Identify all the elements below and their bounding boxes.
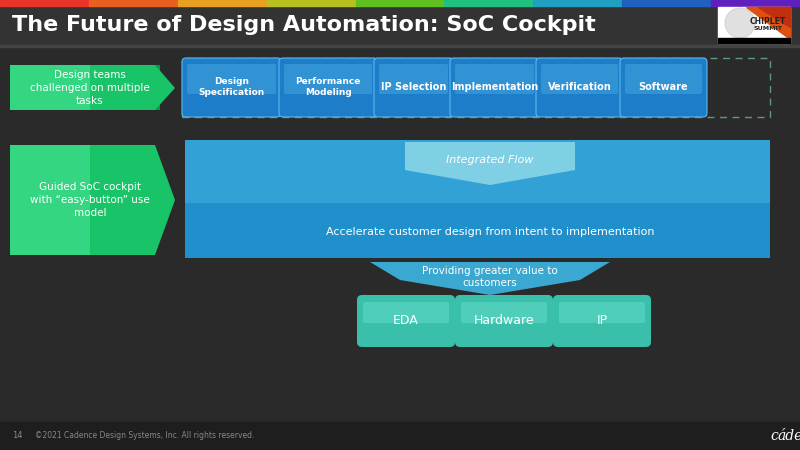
Text: Design
Specification: Design Specification bbox=[198, 77, 265, 97]
Polygon shape bbox=[100, 65, 105, 110]
Polygon shape bbox=[55, 65, 60, 110]
Polygon shape bbox=[90, 65, 95, 110]
Polygon shape bbox=[155, 65, 160, 110]
Polygon shape bbox=[10, 65, 90, 110]
Text: Integrated Flow: Integrated Flow bbox=[446, 155, 534, 165]
Text: Software: Software bbox=[638, 82, 688, 92]
Polygon shape bbox=[135, 65, 140, 110]
Text: Guided SoC cockpit
with “easy-button” use
model: Guided SoC cockpit with “easy-button” us… bbox=[30, 182, 150, 218]
FancyBboxPatch shape bbox=[374, 58, 453, 117]
FancyBboxPatch shape bbox=[541, 64, 618, 94]
Polygon shape bbox=[70, 65, 75, 110]
Polygon shape bbox=[145, 65, 150, 110]
Polygon shape bbox=[746, 7, 790, 39]
Polygon shape bbox=[60, 65, 65, 110]
Polygon shape bbox=[50, 65, 55, 110]
Polygon shape bbox=[65, 65, 70, 110]
Text: ·: · bbox=[780, 424, 782, 433]
Bar bbox=[0, 0, 89, 6]
FancyBboxPatch shape bbox=[363, 302, 449, 323]
Polygon shape bbox=[370, 262, 610, 295]
FancyBboxPatch shape bbox=[625, 64, 702, 94]
Bar bbox=[534, 0, 622, 6]
Text: Implementation: Implementation bbox=[451, 82, 538, 92]
Polygon shape bbox=[15, 65, 20, 110]
Bar bbox=[0, 124, 800, 132]
Bar bbox=[711, 0, 800, 6]
FancyBboxPatch shape bbox=[187, 64, 276, 94]
Polygon shape bbox=[80, 65, 85, 110]
Text: Accelerate customer design from intent to implementation: Accelerate customer design from intent t… bbox=[326, 227, 654, 237]
Text: EDA: EDA bbox=[393, 315, 419, 328]
Bar bbox=[355, 0, 445, 6]
Polygon shape bbox=[125, 65, 130, 110]
FancyBboxPatch shape bbox=[553, 295, 651, 347]
Polygon shape bbox=[130, 65, 135, 110]
Polygon shape bbox=[25, 65, 30, 110]
Polygon shape bbox=[85, 65, 90, 110]
Text: SUMMIT: SUMMIT bbox=[754, 27, 782, 32]
Polygon shape bbox=[30, 65, 35, 110]
Bar bbox=[0, 422, 800, 450]
FancyBboxPatch shape bbox=[455, 64, 534, 94]
FancyBboxPatch shape bbox=[357, 295, 455, 347]
Bar bbox=[266, 0, 355, 6]
Polygon shape bbox=[10, 65, 15, 110]
FancyBboxPatch shape bbox=[455, 295, 553, 347]
Polygon shape bbox=[150, 65, 155, 110]
FancyBboxPatch shape bbox=[450, 58, 539, 117]
Text: Performance
Modeling: Performance Modeling bbox=[295, 77, 361, 97]
Text: Verification: Verification bbox=[548, 82, 611, 92]
FancyBboxPatch shape bbox=[536, 58, 623, 117]
Polygon shape bbox=[405, 142, 575, 185]
Polygon shape bbox=[10, 145, 175, 255]
Text: Providing greater value to
customers: Providing greater value to customers bbox=[422, 266, 558, 288]
Polygon shape bbox=[35, 65, 40, 110]
Bar bbox=[445, 0, 534, 6]
Bar bbox=[622, 0, 711, 6]
Bar bbox=[89, 0, 178, 6]
FancyBboxPatch shape bbox=[284, 64, 372, 94]
Bar bbox=[718, 38, 790, 43]
Text: CHIPLET: CHIPLET bbox=[750, 17, 786, 26]
Bar bbox=[0, 6, 800, 45]
Polygon shape bbox=[115, 65, 120, 110]
Bar bbox=[178, 0, 266, 6]
Polygon shape bbox=[75, 65, 80, 110]
FancyBboxPatch shape bbox=[379, 64, 448, 94]
Bar bbox=[0, 45, 800, 47]
Text: Design teams
challenged on multiple
tasks: Design teams challenged on multiple task… bbox=[30, 70, 150, 106]
Text: ©2021 Cadence Design Systems, Inc. All rights reserved.: ©2021 Cadence Design Systems, Inc. All r… bbox=[35, 432, 254, 441]
Polygon shape bbox=[120, 65, 125, 110]
Bar bbox=[718, 7, 790, 43]
Text: 14: 14 bbox=[12, 432, 22, 441]
FancyBboxPatch shape bbox=[182, 58, 281, 117]
Polygon shape bbox=[45, 65, 50, 110]
Polygon shape bbox=[40, 65, 45, 110]
FancyBboxPatch shape bbox=[559, 302, 645, 323]
Polygon shape bbox=[758, 7, 790, 27]
Polygon shape bbox=[105, 65, 110, 110]
Text: ádence: ádence bbox=[778, 429, 800, 443]
FancyBboxPatch shape bbox=[620, 58, 707, 117]
Polygon shape bbox=[10, 65, 175, 110]
Text: c: c bbox=[770, 429, 778, 443]
Polygon shape bbox=[110, 65, 115, 110]
FancyBboxPatch shape bbox=[185, 140, 770, 203]
Polygon shape bbox=[20, 65, 25, 110]
Polygon shape bbox=[95, 65, 100, 110]
Text: Hardware: Hardware bbox=[474, 315, 534, 328]
FancyBboxPatch shape bbox=[279, 58, 377, 117]
Text: IP Selection: IP Selection bbox=[381, 82, 446, 92]
FancyBboxPatch shape bbox=[461, 302, 547, 323]
Text: The Future of Design Automation: SoC Cockpit: The Future of Design Automation: SoC Coc… bbox=[12, 15, 596, 35]
Circle shape bbox=[725, 8, 755, 38]
Text: .: . bbox=[776, 426, 780, 436]
Text: IP: IP bbox=[597, 315, 607, 328]
Polygon shape bbox=[10, 145, 90, 255]
Polygon shape bbox=[140, 65, 145, 110]
FancyBboxPatch shape bbox=[185, 140, 770, 258]
